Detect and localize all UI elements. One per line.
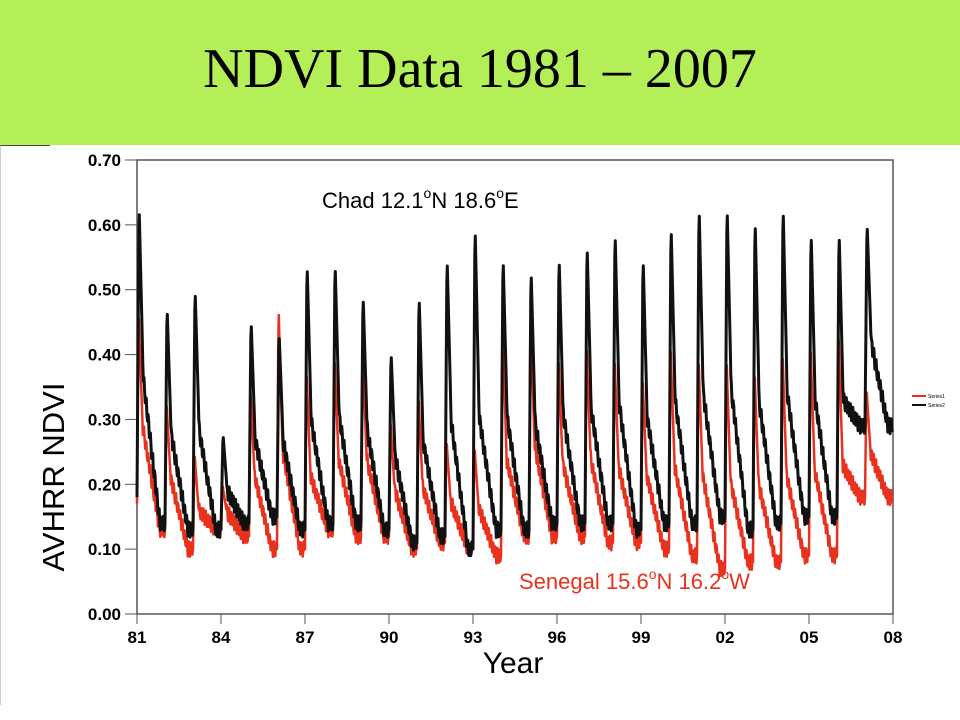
y-tick-label: 0.30 — [88, 410, 121, 429]
senegal-lat-hem: N — [657, 569, 673, 594]
ndvi-line-chart: 0.00 0.10 0.20 0.30 0.40 0.50 0.60 0.70 81 84 87 9… — [0, 145, 960, 720]
senegal-lon: 16.2 — [679, 569, 722, 594]
title-bar: NDVI Data 1981 – 2007 — [0, 0, 960, 145]
senegal-lat-deg: o — [649, 566, 657, 582]
x-tick-label: 08 — [884, 628, 903, 647]
y-tick-label: 0.60 — [88, 216, 121, 235]
y-axis-label: AVHRR NDVI — [36, 383, 71, 572]
x-tick-label: 99 — [632, 628, 651, 647]
x-tick-label: 96 — [548, 628, 567, 647]
y-tick-label: 0.40 — [88, 346, 121, 365]
series-lines — [135, 213, 894, 578]
x-tick-label: 93 — [464, 628, 483, 647]
senegal-lon-hem: W — [729, 569, 750, 594]
page-title: NDVI Data 1981 – 2007 — [203, 37, 757, 100]
legend-label-series2: Series2 — [928, 403, 945, 409]
chad-lon: 18.6 — [453, 188, 496, 213]
y-tick-label: 0.00 — [88, 605, 121, 624]
x-axis-ticks: 81 84 87 90 93 96 99 02 05 08 — [128, 614, 903, 647]
senegal-lon-deg: o — [721, 566, 729, 582]
x-tick-label: 02 — [716, 628, 735, 647]
chad-lat-deg: o — [424, 185, 432, 201]
y-tick-label: 0.50 — [88, 281, 121, 300]
x-tick-label: 90 — [380, 628, 399, 647]
legend: Series1 Series2 — [912, 394, 945, 409]
chad-lat: 12.1 — [381, 188, 424, 213]
x-tick-label: 05 — [800, 628, 819, 647]
chad-lat-hem: N — [431, 188, 447, 213]
chad-lon-hem: E — [504, 188, 519, 213]
y-tick-label: 0.10 — [88, 540, 121, 559]
chad-lon-deg: o — [496, 185, 504, 201]
chad-annotation: Chad 12.1oN 18.6oE — [322, 185, 519, 213]
y-axis-ticks: 0.00 0.10 0.20 0.30 0.40 0.50 0.60 0.70 — [88, 151, 137, 624]
chad-place: Chad — [322, 188, 375, 213]
series-line-2 — [135, 213, 894, 558]
y-tick-label: 0.70 — [88, 151, 121, 170]
x-tick-label: 87 — [296, 628, 315, 647]
senegal-lat: 15.6 — [606, 569, 649, 594]
senegal-annotation: Senegal 15.6oN 16.2oW — [519, 566, 750, 594]
x-axis-label: Year — [483, 647, 544, 680]
senegal-place: Senegal — [519, 569, 600, 594]
legend-label-series1: Series1 — [928, 394, 945, 400]
y-tick-label: 0.20 — [88, 475, 121, 494]
series-line-1 — [135, 313, 894, 578]
x-tick-label: 81 — [128, 628, 147, 647]
x-tick-label: 84 — [212, 628, 231, 647]
